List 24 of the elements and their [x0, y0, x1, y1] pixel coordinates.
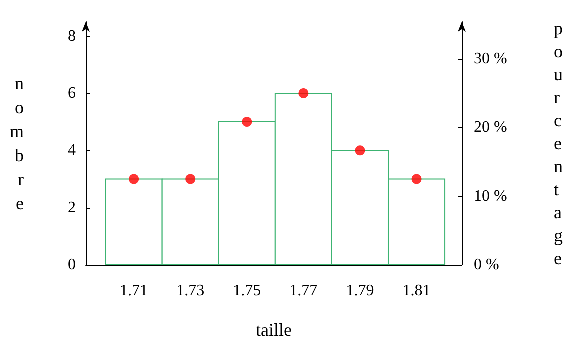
y-axis-title: nombre	[10, 74, 24, 214]
y2-tick-label: 30 %	[474, 50, 508, 68]
point	[355, 146, 366, 156]
x-axis-title: taille	[256, 320, 292, 340]
x-tick-label: 1.81	[402, 282, 431, 300]
text: pourcentage	[554, 18, 563, 268]
y-tick-label: 0	[68, 256, 76, 274]
point	[186, 174, 196, 184]
y2-tick-label: 0 %	[474, 256, 500, 274]
y-tick-label: 6	[68, 84, 76, 102]
y2-tick-label: 10 %	[474, 188, 508, 205]
point	[298, 88, 309, 98]
x-tick-label: 1.75	[233, 282, 262, 300]
point	[412, 174, 422, 184]
point	[242, 117, 252, 128]
y-tick-label: 8	[68, 28, 76, 45]
y2-tick-label: 20 %	[474, 119, 508, 136]
x-tick-label: 1.71	[120, 282, 148, 300]
x-tick-label: 1.79	[346, 282, 374, 300]
point	[129, 174, 140, 184]
x-tick-label: 1.77	[290, 282, 318, 300]
y-tick-label: 2	[68, 199, 76, 216]
x-tick-label: 1.73	[176, 282, 205, 300]
y-tick-label: 4	[68, 142, 76, 160]
